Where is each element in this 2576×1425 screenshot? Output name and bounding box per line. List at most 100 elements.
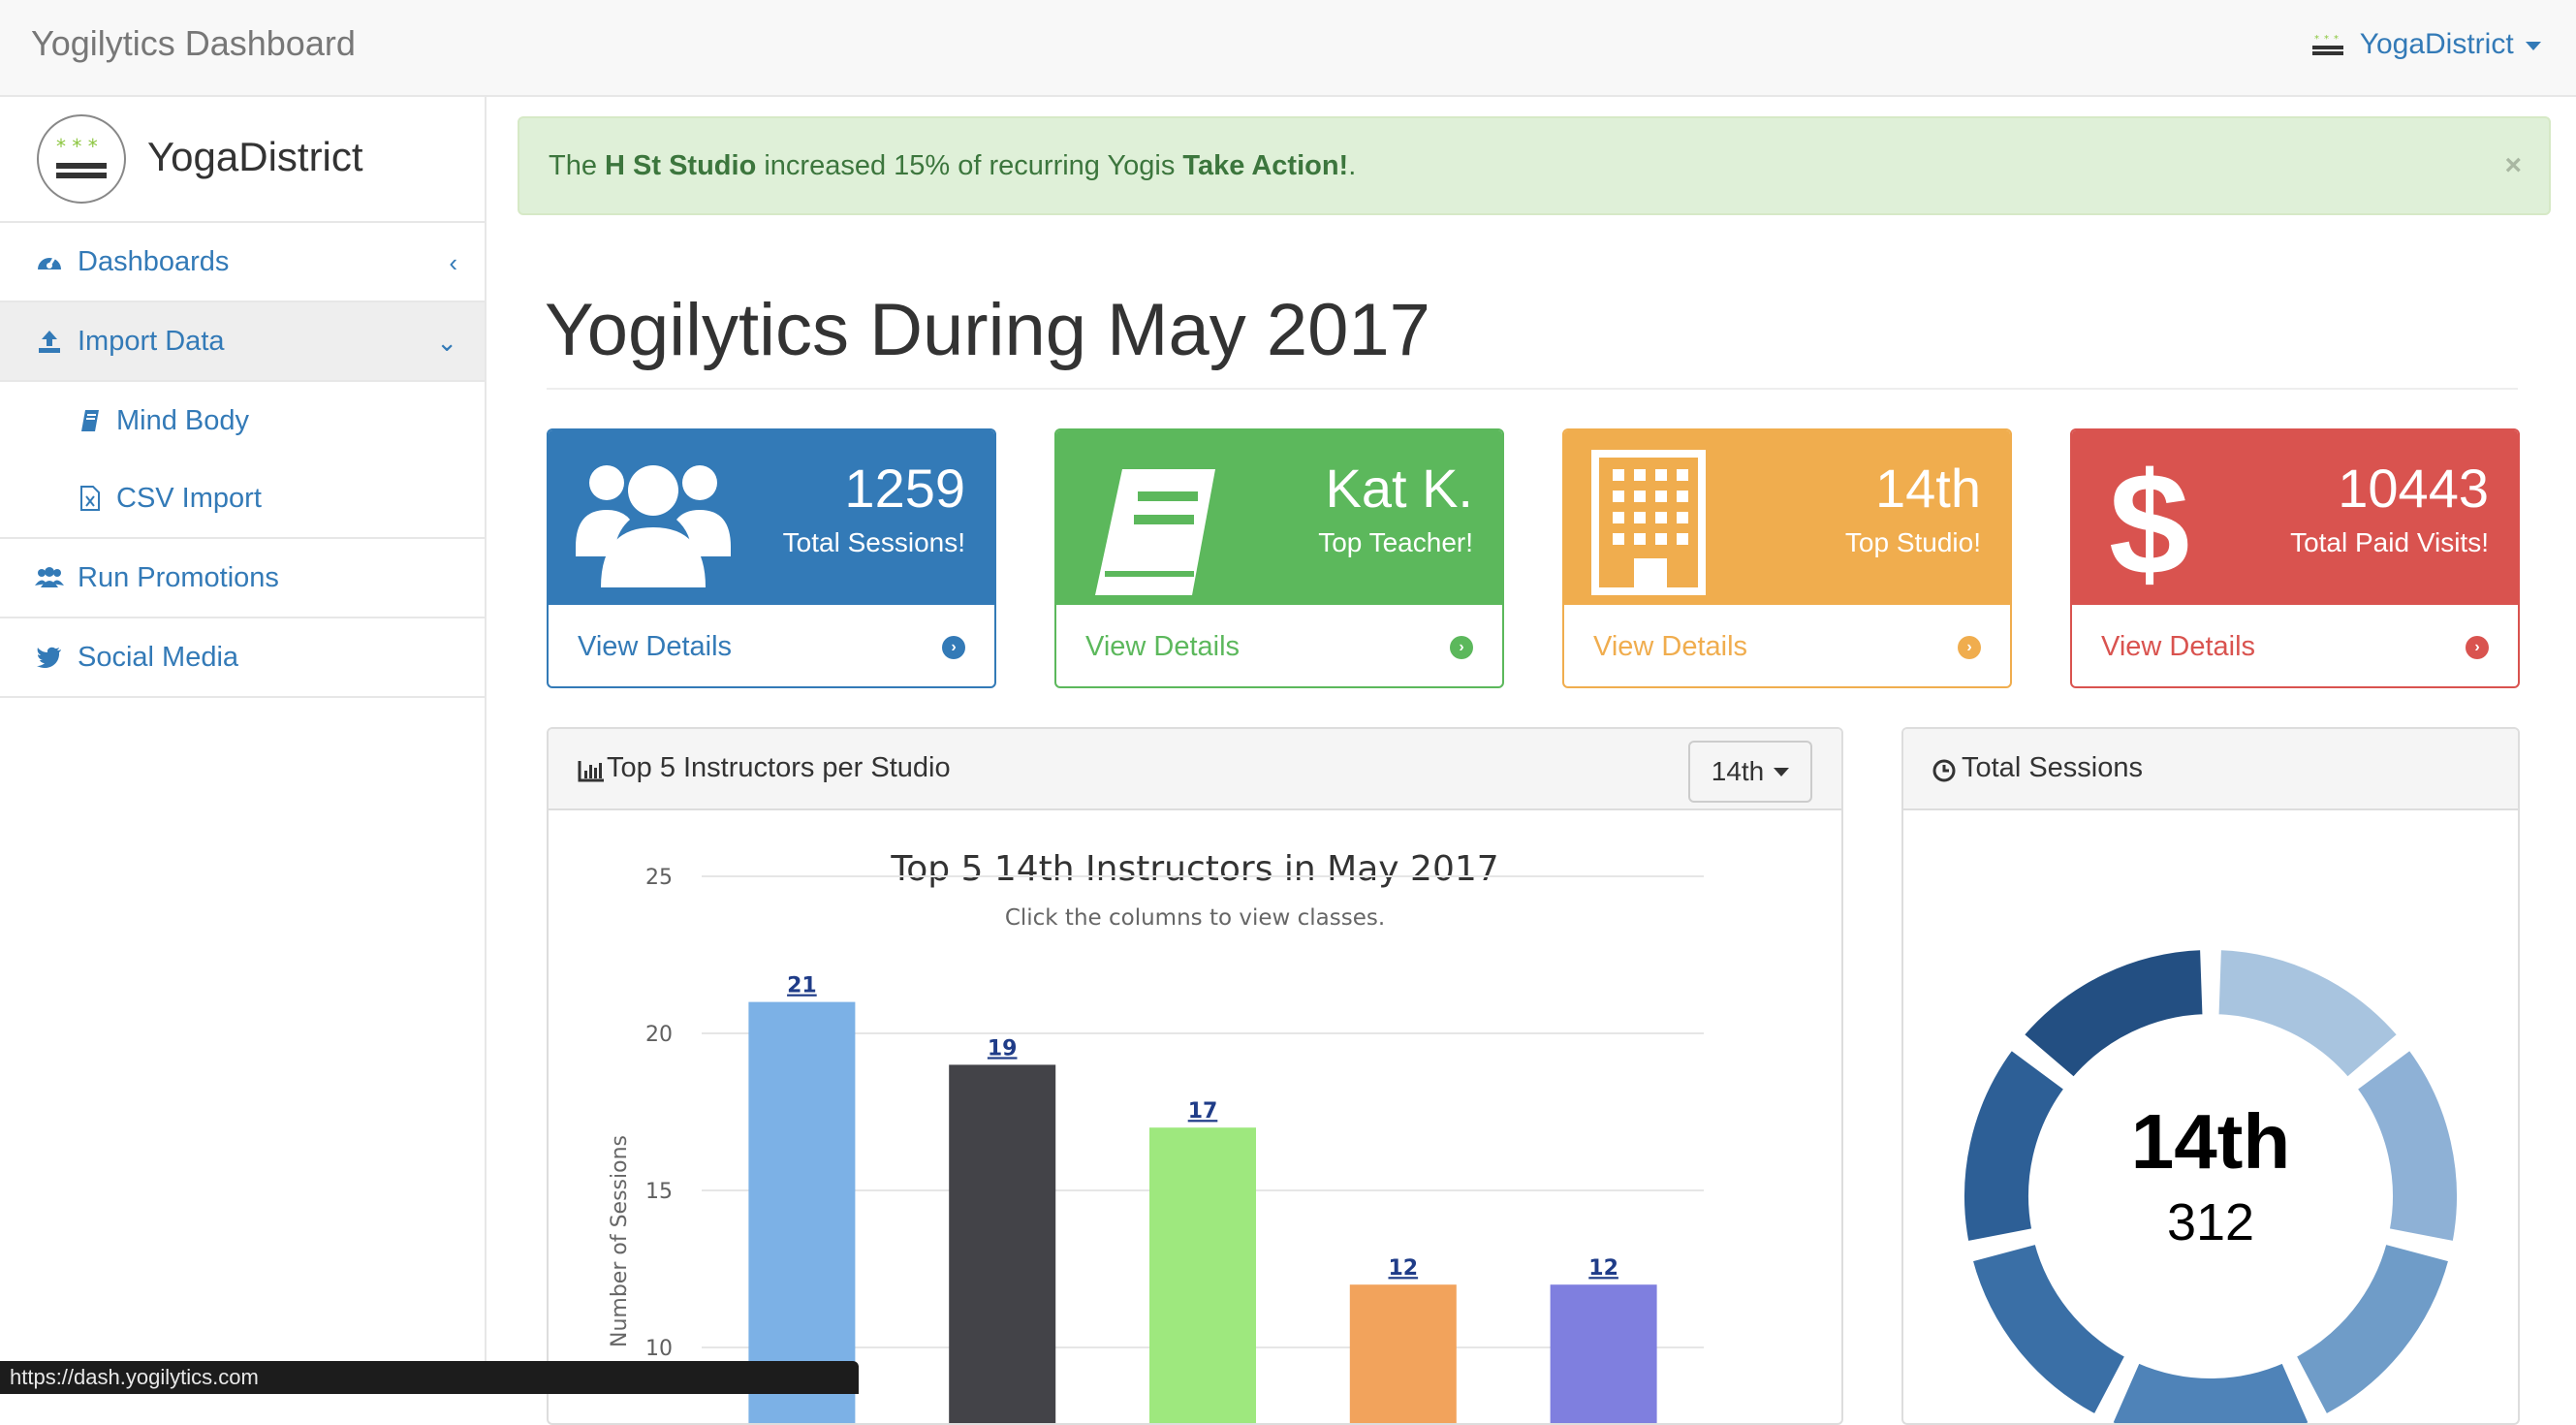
stat-label: Total Paid Visits!	[2290, 527, 2489, 557]
app-brand[interactable]: Yogilytics Dashboard	[31, 23, 356, 63]
sidebar-item-label: Dashboards	[78, 245, 230, 277]
stat-panel-head: Kat K. Top Teacher!	[1056, 430, 1502, 605]
alert-action-link[interactable]: Take Action!	[1182, 150, 1349, 181]
user-menu[interactable]: * * * YogaDistrict	[2311, 23, 2541, 66]
view-details-link[interactable]: View Details ›	[2072, 605, 2518, 686]
sidebar-item-run-promotions[interactable]: Run Promotions	[0, 539, 485, 618]
studio-dropdown[interactable]: 14th	[1688, 741, 1812, 803]
stat-panel-top-teacher: Kat K. Top Teacher! View Details ›	[1054, 428, 1504, 688]
view-details-label: View Details	[1593, 631, 1748, 662]
stat-panel-total-sessions: 1259 Total Sessions! View Details ›	[547, 428, 996, 688]
view-details-label: View Details	[578, 631, 733, 662]
arrow-circle-right-icon: ›	[2466, 636, 2489, 659]
stat-value: 14th	[1875, 458, 1981, 519]
sidebar-item-mind-body[interactable]: Mind Body	[0, 382, 485, 459]
svg-text:*: *	[2324, 34, 2329, 45]
bar[interactable]	[748, 1001, 856, 1425]
sidebar-item-label: Import Data	[78, 325, 225, 357]
upload-icon	[35, 327, 64, 356]
caret-down-icon	[1774, 767, 1790, 776]
stat-value: 1259	[844, 458, 965, 519]
sidebar-profile: * * * YogaDistrict	[0, 97, 485, 223]
view-details-label: View Details	[2101, 631, 2256, 662]
svg-text:* * *: * * *	[56, 135, 98, 158]
twitter-icon	[35, 643, 64, 672]
donut-segment[interactable]	[1968, 1240, 2130, 1419]
chevron-down-icon: ⌄	[436, 328, 457, 357]
promo-alert: The H St Studio increased 15% of recurri…	[518, 116, 2551, 215]
panel-title: Top 5 Instructors per Studio	[607, 752, 951, 783]
bar[interactable]	[1349, 1284, 1457, 1425]
alert-text-middle: increased 15% of recurring Yogis	[756, 150, 1183, 181]
donut-segment[interactable]	[1961, 1045, 2069, 1246]
view-details-link[interactable]: View Details ›	[1564, 605, 2010, 686]
dashboard-icon	[35, 247, 64, 276]
donut-segment[interactable]	[2291, 1240, 2453, 1419]
page-title: Yogilytics During May 2017	[545, 289, 1430, 371]
chart-title: Top 5 14th Instructors in May 2017	[891, 849, 1499, 889]
bar-data-label: 21	[787, 974, 817, 998]
profile-name: YogaDistrict	[147, 134, 363, 179]
donut-segment[interactable]	[2019, 946, 2207, 1082]
sidebar: * * * YogaDistrict Dashboards ‹ Import D…	[0, 97, 487, 1394]
sidebar-item-label: Mind Body	[116, 404, 250, 436]
stat-panel-head: 14th Top Studio!	[1564, 430, 2010, 605]
donut-segment[interactable]	[2352, 1045, 2461, 1246]
book-icon	[78, 406, 103, 435]
panel-title: Total Sessions	[1962, 752, 2143, 783]
alert-text-prefix: The	[549, 150, 606, 181]
chart-subtitle: Click the columns to view classes.	[1004, 905, 1386, 931]
book-icon	[1084, 450, 1239, 595]
chevron-left-icon: ‹	[449, 248, 457, 277]
sidebar-item-csv-import[interactable]: CSV Import	[0, 459, 485, 537]
y-axis-label: Number of Sessions	[608, 1135, 632, 1347]
arrow-circle-right-icon: ›	[1958, 636, 1981, 659]
caret-down-icon	[2526, 41, 2541, 50]
stat-panel-top-studio: 14th Top Studio! View Details ›	[1562, 428, 2012, 688]
panel-heading: Total Sessions	[1903, 729, 2518, 810]
y-tick-label: 20	[645, 1023, 673, 1047]
close-icon[interactable]: ×	[2504, 149, 2522, 181]
y-tick-label: 15	[645, 1180, 673, 1204]
view-details-link[interactable]: View Details ›	[1056, 605, 1502, 686]
view-details-link[interactable]: View Details ›	[549, 605, 994, 686]
total-sessions-panel: Total Sessions 14th 312	[1901, 727, 2520, 1425]
bar[interactable]	[1550, 1284, 1657, 1425]
arrow-circle-right-icon: ›	[942, 636, 965, 659]
donut-segment[interactable]	[2109, 1358, 2312, 1425]
bar-data-label: 12	[1588, 1256, 1618, 1281]
donut-segment[interactable]	[2215, 946, 2403, 1082]
stat-value: Kat K.	[1325, 458, 1473, 519]
bar-data-label: 19	[988, 1036, 1018, 1061]
title-divider	[547, 388, 2518, 390]
svg-text:*: *	[2334, 34, 2339, 45]
view-details-label: View Details	[1085, 631, 1241, 662]
svg-text:$: $	[2109, 450, 2189, 595]
arrow-circle-right-icon: ›	[1450, 636, 1473, 659]
flag-icon: * * *	[2311, 32, 2344, 57]
sidebar-item-label: CSV Import	[116, 482, 262, 514]
donut-center-value: 312	[2166, 1193, 2255, 1251]
y-tick-label: 10	[645, 1337, 673, 1361]
sidebar-item-import-data[interactable]: Import Data ⌄	[0, 302, 485, 382]
stat-label: Total Sessions!	[782, 527, 965, 557]
sidebar-item-dashboards[interactable]: Dashboards ‹	[0, 223, 485, 302]
stat-label: Top Teacher!	[1318, 527, 1473, 557]
bar[interactable]	[1149, 1127, 1256, 1425]
stat-panel-total-paid-visits: $ 10443 Total Paid Visits! View Details …	[2070, 428, 2520, 688]
bar-chart: 25 20 15 10 Number of Sessions 21 19 17 12 12	[608, 866, 1704, 1425]
stat-panel-head: 1259 Total Sessions!	[549, 430, 994, 605]
user-name[interactable]: YogaDistrict	[2360, 28, 2541, 61]
users-icon	[35, 563, 64, 592]
donut-chart	[1961, 946, 2461, 1425]
dropdown-value: 14th	[1711, 756, 1765, 786]
donut-center-title: 14th	[2130, 1098, 2291, 1185]
sidebar-item-social-media[interactable]: Social Media	[0, 618, 485, 698]
avatar: * * *	[37, 114, 126, 204]
alert-studio: H St Studio	[605, 150, 757, 181]
import-data-submenu: Mind Body CSV Import	[0, 382, 485, 539]
svg-text:*: *	[2314, 34, 2319, 45]
bar-data-label: 17	[1188, 1099, 1218, 1124]
bar[interactable]	[949, 1064, 1056, 1425]
user-name-label: YogaDistrict	[2359, 28, 2514, 60]
